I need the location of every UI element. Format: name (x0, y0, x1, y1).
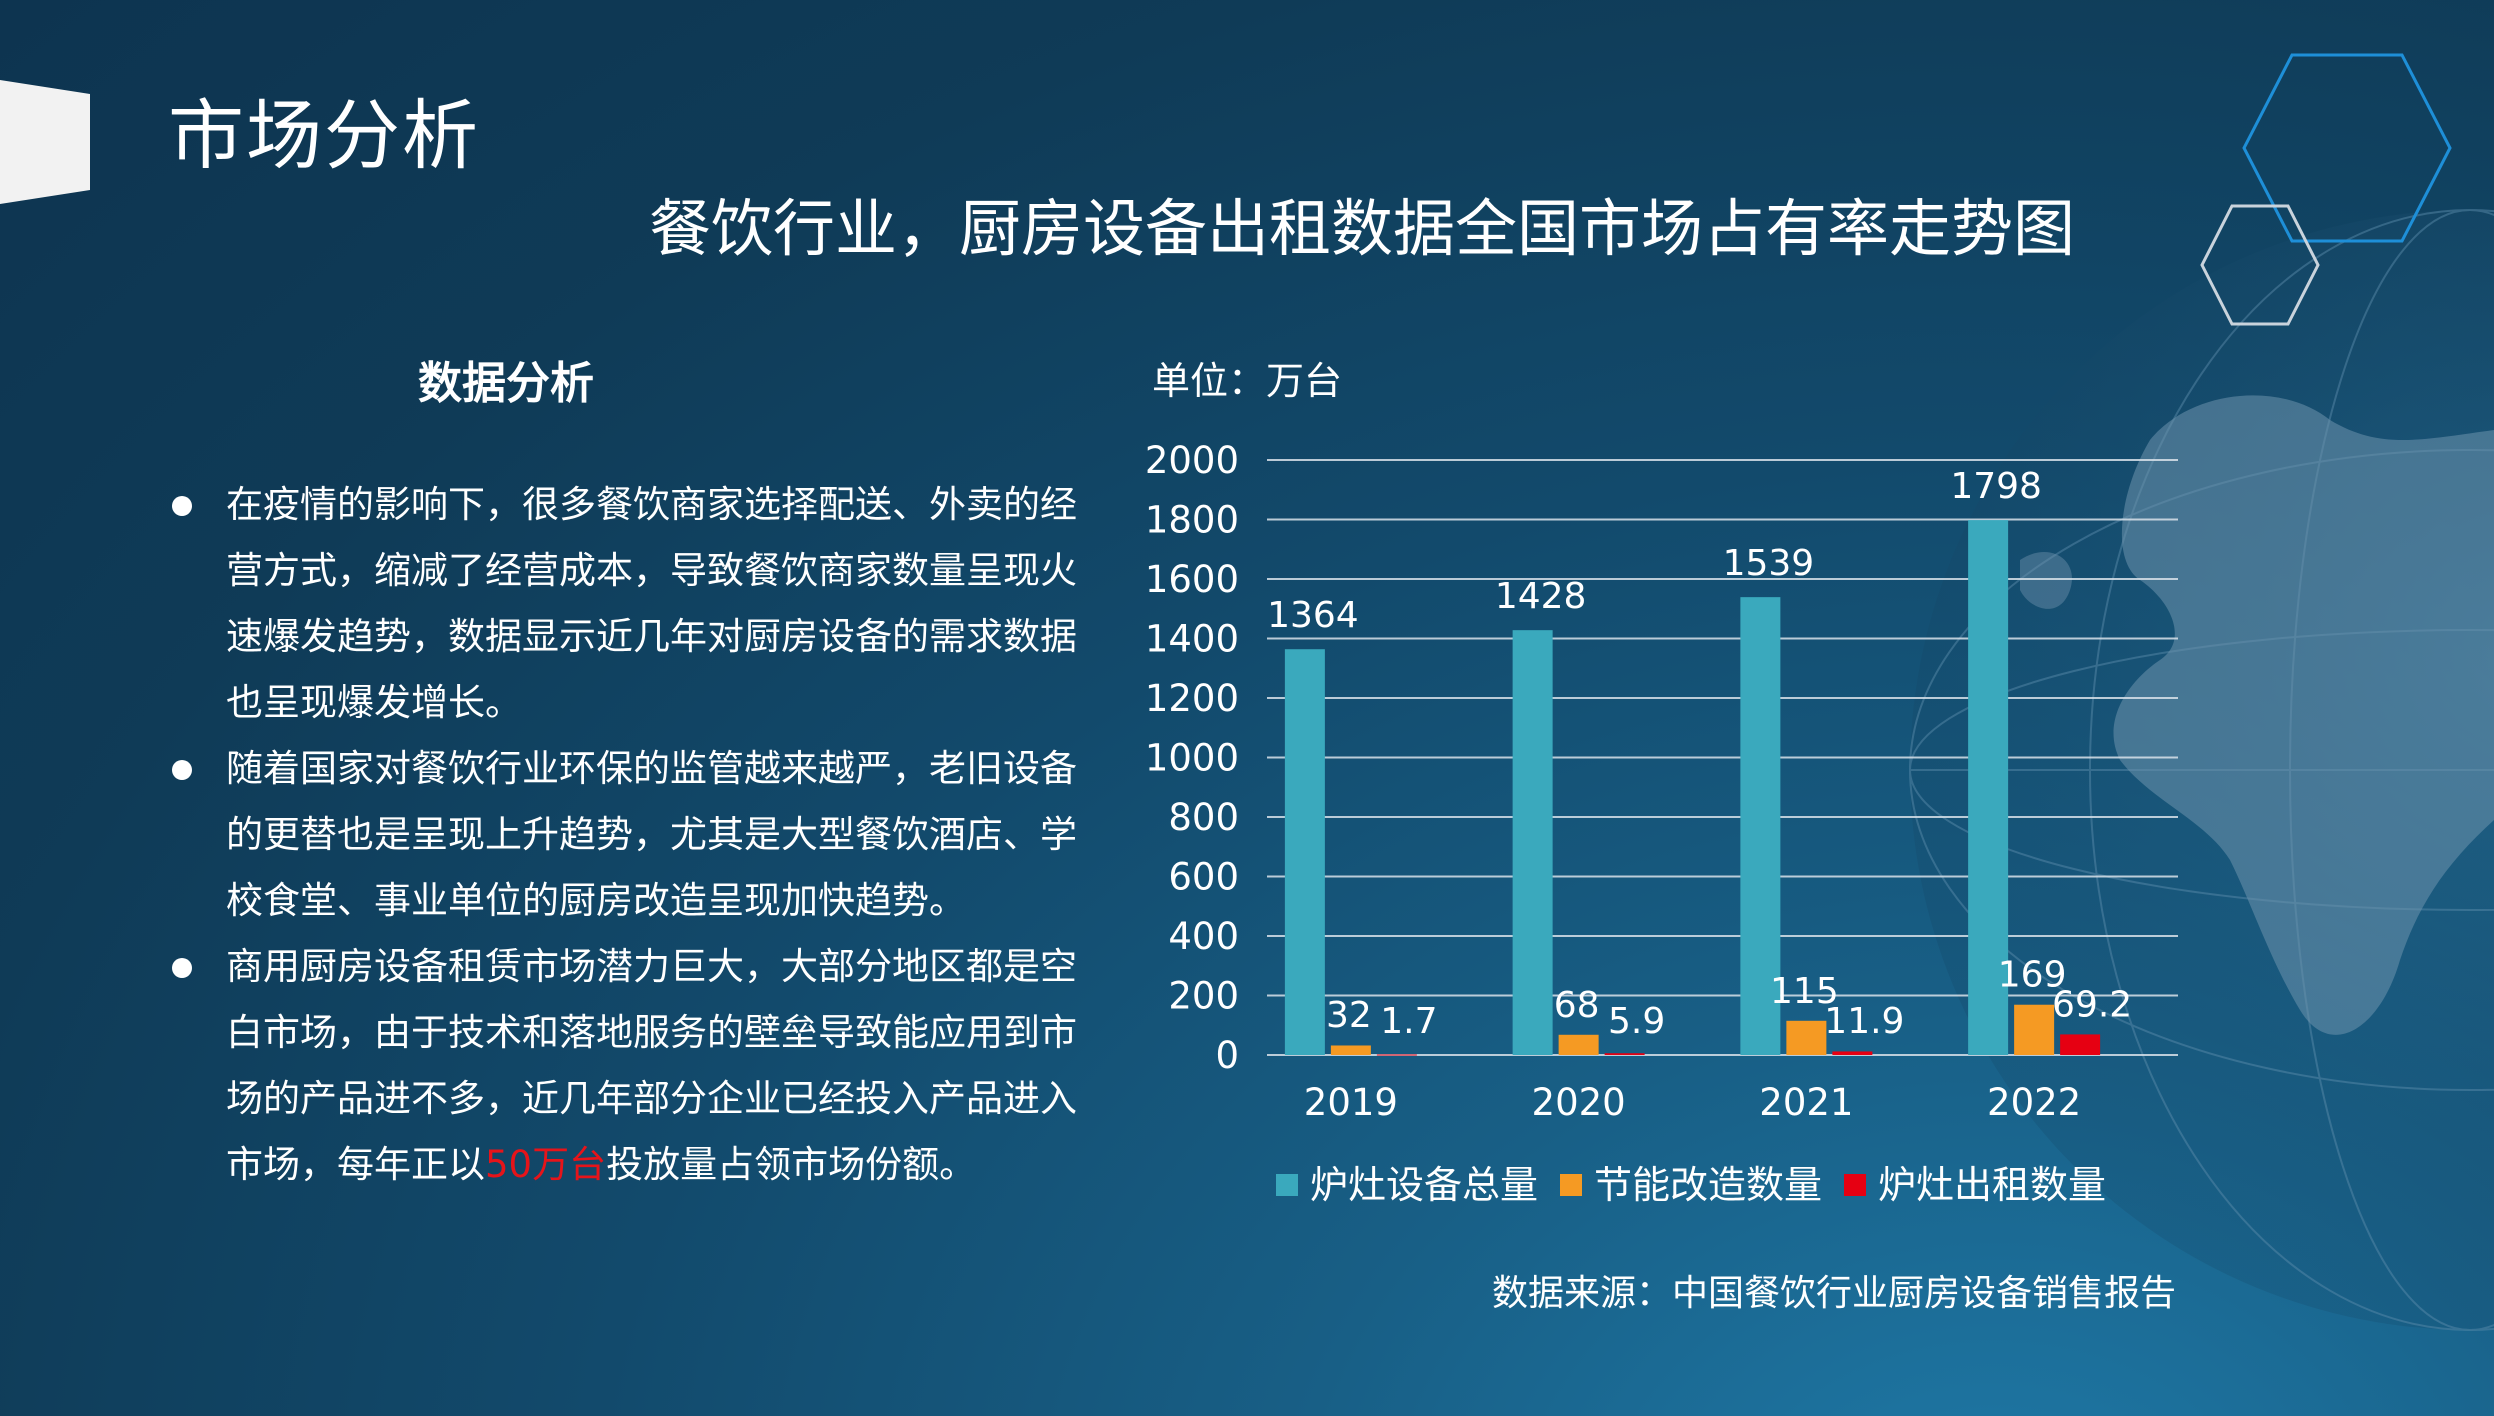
y-tick-label: 1800 (1145, 499, 1239, 542)
y-tick-label: 400 (1168, 915, 1239, 958)
bar (1512, 630, 1553, 1055)
x-tick-label: 2020 (1532, 1081, 1626, 1124)
bar (1604, 1053, 1645, 1055)
bar (1330, 1045, 1371, 1055)
data-label: 1364 (1267, 595, 1359, 636)
x-tick-label: 2019 (1304, 1081, 1398, 1124)
bullet-item: 商用厨房设备租赁市场潜力巨大，大部分地区都是空白市场，由于技术和落地服务的壁垒导… (168, 934, 1088, 1198)
data-label: 5.9 (1608, 1001, 1665, 1042)
legend-label: 炉灶出租数量 (1878, 1163, 2107, 1207)
analysis-bullet-list: 在疫情的影响下，很多餐饮商家选择配送、外卖的经营方式，缩减了经营成本，导致餐饮商… (168, 472, 1088, 1198)
data-label: 115 (1770, 971, 1839, 1012)
analysis-heading: 数据分析 (418, 358, 594, 409)
bar (2060, 1034, 2101, 1055)
legend-swatch (1276, 1174, 1298, 1196)
data-label: 11.9 (1824, 1001, 1904, 1042)
legend-swatch (1560, 1174, 1583, 1196)
data-label: 68 (1554, 985, 1600, 1026)
bar (1832, 1051, 1873, 1055)
data-label: 169 (1998, 955, 2067, 996)
bullet-text: 随着国家对餐饮行业环保的监管越来越严，老旧设备的更替也是呈现上升趋势，尤其是大型… (226, 747, 1077, 922)
hexagon-gray-decoration (2200, 204, 2320, 326)
globe-island (2020, 551, 2072, 609)
bullet-dot-icon (172, 496, 192, 516)
highlight-text: 50万台 (485, 1143, 607, 1186)
y-tick-label: 0 (1215, 1034, 1239, 1077)
bullet-text: 在疫情的影响下，很多餐饮商家选择配送、外卖的经营方式，缩减了经营成本，导致餐饮商… (226, 483, 1077, 724)
legend-label: 节能改造数量 (1594, 1163, 1823, 1207)
bar (1284, 649, 1325, 1055)
y-tick-label: 800 (1168, 796, 1239, 839)
bullet-dot-icon (172, 958, 192, 978)
y-tick-label: 1400 (1145, 618, 1239, 661)
bar (1968, 520, 2009, 1055)
y-tick-label: 200 (1168, 975, 1239, 1018)
data-label: 1428 (1495, 576, 1587, 617)
x-tick-label: 2022 (1987, 1081, 2081, 1124)
title-tab-decoration (0, 80, 90, 204)
bullet-text: 投放量占领市场份额。 (606, 1143, 977, 1186)
legend-label: 炉灶设备总量 (1310, 1163, 1539, 1207)
hexagon-blue-decoration (2242, 53, 2452, 243)
bullet-item: 随着国家对餐饮行业环保的监管越来越严，老旧设备的更替也是呈现上升趋势，尤其是大型… (168, 736, 1088, 934)
chart-unit-label: 单位：万台 (1152, 359, 1343, 403)
slide-subtitle: 餐饮行业，厨房设备出租数据全国市场占有率走势图 (648, 192, 2075, 265)
bar (1786, 1020, 1827, 1055)
bar-chart: 0 200 400 600 800 1000 1200 1400 1600 1800 2000 136… (1145, 439, 2178, 1124)
bullet-dot-icon (172, 760, 192, 780)
y-tick-label: 600 (1168, 856, 1239, 899)
data-label: 32 (1326, 995, 1372, 1036)
page-title: 市场分析 (168, 91, 480, 180)
data-label: 1.7 (1380, 1001, 1437, 1042)
data-label: 1798 (1950, 466, 2042, 507)
data-label: 1539 (1723, 543, 1815, 584)
y-tick-label: 2000 (1145, 439, 1239, 482)
data-label: 69.2 (2052, 984, 2132, 1025)
x-tick-label: 2021 (1759, 1081, 1853, 1124)
legend-item: 炉灶出租数量 (1844, 1166, 2106, 1204)
chart-legend: 炉灶设备总量 节能改造数量 炉灶出租数量 (1276, 1166, 2128, 1204)
bullet-text: 商用厨房设备租赁市场潜力巨大，大部分地区都是空白市场，由于技术和落地服务的壁垒导… (226, 945, 1077, 1186)
legend-swatch (1844, 1174, 1867, 1196)
legend-item: 节能改造数量 (1560, 1166, 1822, 1204)
bar (2014, 1004, 2055, 1055)
legend-item: 炉灶设备总量 (1276, 1166, 1538, 1204)
globe-continent (2113, 395, 2494, 1035)
data-source-note: 数据来源：中国餐饮行业厨房设备销售报告 (1491, 1273, 2176, 1314)
y-tick-label: 1000 (1145, 737, 1239, 780)
bar (1376, 1054, 1417, 1056)
y-tick-label: 1600 (1145, 558, 1239, 601)
y-tick-label: 1200 (1145, 677, 1239, 720)
bullet-item: 在疫情的影响下，很多餐饮商家选择配送、外卖的经营方式，缩减了经营成本，导致餐饮商… (168, 472, 1088, 736)
bar (1558, 1034, 1599, 1055)
bar (1740, 597, 1781, 1055)
